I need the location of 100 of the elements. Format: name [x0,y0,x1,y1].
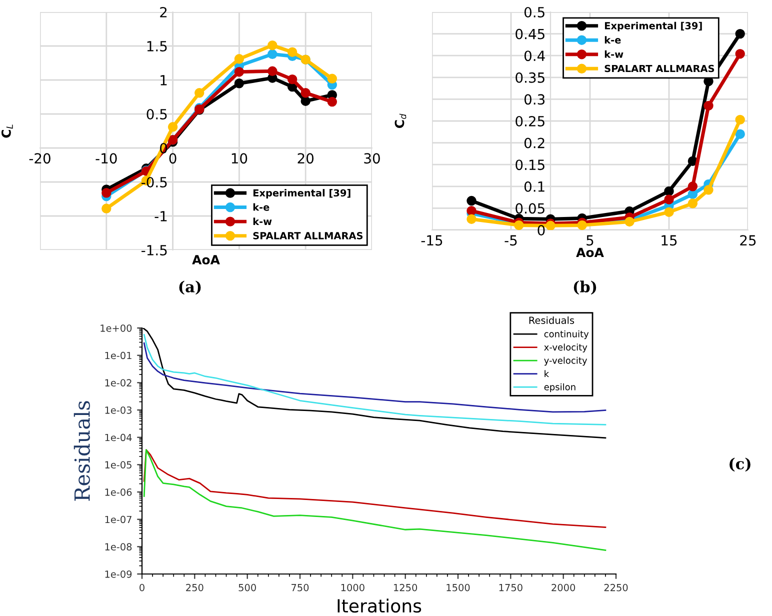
legend-label: y-velocity [544,356,588,366]
legend-label: epsilon [544,383,576,392]
point [300,96,310,106]
point [688,198,698,208]
y-axis-title: C$_{d}$ [394,114,406,128]
point [287,47,298,57]
x-tick-label: 25 [740,235,756,246]
point [704,100,714,111]
point [234,78,244,88]
x-axis-title: AoA [192,255,220,264]
x-tick-label: -15 [421,235,442,246]
text: (c) [730,458,750,472]
y-tick-label: 1e+00 [100,324,132,332]
x-tick-label: 0 [169,153,176,164]
legend-label: Experimental [39] [253,189,350,198]
x-tick-label: 30 [364,153,380,164]
point [466,214,476,224]
x-tick-label: -20 [29,153,50,164]
y-tick-label: 1e-03 [105,406,132,414]
point [268,40,278,50]
line-series [143,449,606,551]
point [664,186,674,196]
y-tick-label: 0.15 [516,160,544,170]
point [268,66,278,76]
point [466,206,476,216]
y-tick-label: 1e-04 [105,434,132,442]
y-tick-label: -1 [154,211,167,222]
legend-label: Experimental [39] [604,22,702,32]
y-tick-label: 0.5 [524,6,544,18]
y-tick-label: 1e-06 [105,488,132,496]
x-tick-label: 15 [662,235,677,246]
y-tick-label: 0.45 [516,28,544,40]
x-tick-label: 5 [586,235,594,246]
x-tick-label: 1500 [446,584,470,592]
point [735,129,745,139]
legend-label: k [544,370,550,377]
point [735,28,745,39]
line-series [143,449,606,528]
x-tick-label: 2000 [552,584,576,592]
legend-label: continuity [544,330,589,340]
point [688,189,698,200]
x-tick-label: 10 [232,153,248,164]
x-tick-label: 750 [292,584,309,592]
legend-label: SPALART ALLMARAS [604,64,714,72]
x-axis-title: AoA [576,248,604,258]
legend-label: k-w [604,50,624,58]
point [234,54,244,64]
line-series [143,342,606,413]
y-tick-label: 0.25 [516,116,544,126]
x-tick-label: 1000 [341,584,364,592]
y-tick-label: 0.5 [146,108,167,120]
y-tick-label: 0 [538,224,545,236]
y-tick-label: 0.05 [516,203,544,214]
point [194,88,204,98]
legend-label: k-e [604,36,621,44]
y-tick-label: 1 [160,75,167,86]
y-tick-label: 1e-01 [105,352,132,360]
x-tick-label: 1250 [394,584,418,592]
point [287,74,298,84]
x-tick-label: 1750 [499,584,522,592]
point [102,188,112,198]
point [664,194,674,204]
legend-label: k-e [253,203,270,211]
y-tick-label: 1e-05 [105,461,132,468]
y-tick-label: 2 [160,6,167,18]
legend-title: Residuals [529,316,574,324]
text: (b) [574,280,596,295]
y-tick-label: 1e-02 [105,379,132,386]
y-tick-label: 0.3 [524,94,545,105]
y-tick-label: 0.1 [524,181,544,192]
legend-label: SPALART ALLMARAS [253,232,363,240]
x-axis-title: Iterations [338,598,422,613]
y-tick-label: 1e-07 [105,516,132,524]
point [466,196,476,206]
y-tick-label: 0.2 [524,138,544,148]
legend-label: x-velocity [544,344,588,352]
x-tick-label: 20 [298,153,314,164]
y-tick-label: 1.5 [147,41,167,52]
point [268,49,278,60]
y-axis-title: Residuals [74,401,90,501]
y-tick-label: -1.5 [142,245,167,256]
point [102,204,112,214]
x-tick-label: -10 [96,153,117,164]
x-tick-label: 250 [186,584,204,592]
text: (a) [179,280,201,295]
point [735,114,745,125]
point [300,88,310,98]
point [327,74,338,84]
x-tick-label: -5 [504,235,517,246]
point [735,48,745,59]
point [664,207,674,217]
point [168,122,178,132]
x-tick-label: 2250 [604,584,628,592]
point [704,185,714,195]
point [327,96,338,107]
x-tick-label: 500 [238,584,256,592]
y-tick-label: 1e-08 [105,543,132,550]
y-tick-label: 0.4 [524,50,545,62]
legend-label: k-w [253,218,272,225]
y-axis-title: C$_{L}$ [1,124,13,138]
